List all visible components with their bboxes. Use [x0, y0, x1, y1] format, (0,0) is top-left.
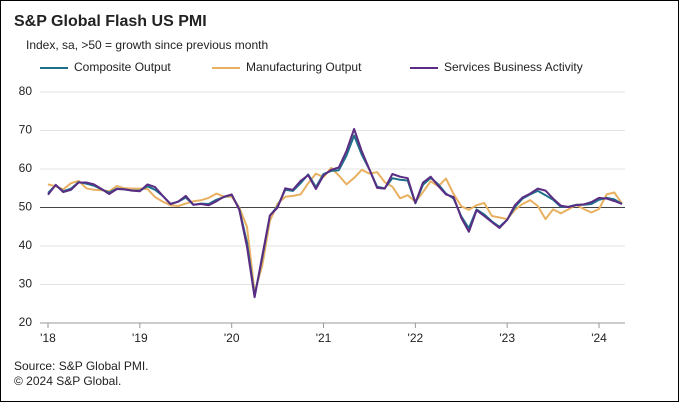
subtitle: Index, sa, >50 = growth since previous m…	[26, 38, 268, 52]
y-tick-label: 80	[19, 84, 33, 98]
x-tick-label: '24	[591, 331, 607, 345]
legend-label: Manufacturing Output	[246, 60, 362, 74]
x-tick-label: '20	[224, 331, 240, 345]
y-tick-label: 50	[19, 200, 33, 214]
y-tick-label: 70	[19, 123, 33, 137]
source: Source: S&P Global PMI.	[14, 359, 149, 373]
x-tick-label: '23	[499, 331, 515, 345]
chart-title: S&P Global Flash US PMI	[14, 13, 207, 30]
x-tick-label: '18	[40, 331, 56, 345]
x-tick-label: '19	[132, 331, 148, 345]
series-line	[47, 128, 623, 299]
x-tick-label: '21	[316, 331, 332, 345]
legend-label: Services Business Activity	[444, 60, 583, 74]
y-tick-label: 40	[19, 238, 33, 252]
x-tick-label: '22	[408, 331, 424, 345]
y-tick-label: 60	[19, 161, 33, 175]
y-tick-label: 30	[19, 277, 33, 291]
y-tick-label: 20	[19, 315, 33, 329]
legend-label: Composite Output	[74, 60, 171, 74]
copyright: © 2024 S&P Global.	[14, 374, 121, 388]
